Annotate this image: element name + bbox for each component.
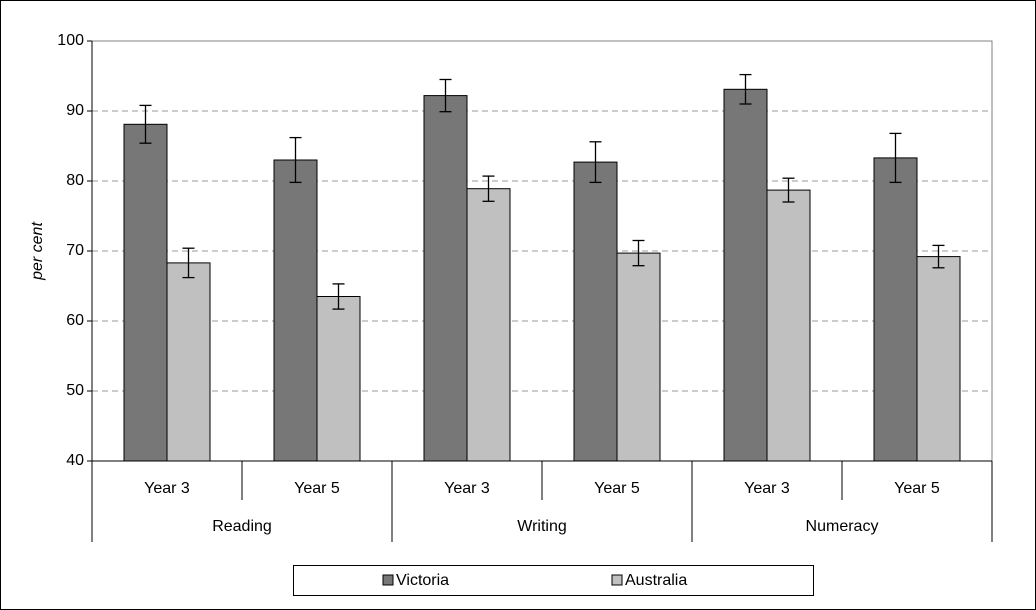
legend-swatch xyxy=(382,574,394,586)
bar xyxy=(573,161,618,462)
group-label: Reading xyxy=(212,518,272,535)
y-axis-label: per cent xyxy=(29,222,46,281)
legend-swatch xyxy=(611,574,623,586)
bar xyxy=(273,159,318,462)
x-tick-label: Year 3 xyxy=(144,480,190,497)
group-label: Numeracy xyxy=(806,518,879,535)
bar xyxy=(466,188,511,462)
error-bar xyxy=(889,132,902,184)
error-bar xyxy=(182,247,195,279)
bar xyxy=(316,296,361,462)
y-tick-label: 50 xyxy=(66,382,84,399)
bar xyxy=(916,256,961,462)
bar xyxy=(123,123,168,462)
y-tick-label: 100 xyxy=(57,32,84,49)
x-tick-label: Year 3 xyxy=(444,480,490,497)
error-bar xyxy=(332,283,345,310)
y-tick-label: 60 xyxy=(66,312,84,329)
x-tick-label: Year 5 xyxy=(594,480,640,497)
y-tick-label: 80 xyxy=(66,172,84,189)
bar xyxy=(723,88,768,462)
bar xyxy=(166,262,211,462)
bar xyxy=(766,189,811,462)
legend-label: Victoria xyxy=(396,572,449,589)
y-tick-label: 70 xyxy=(66,242,84,259)
error-bar xyxy=(289,136,302,184)
x-tick-label: Year 3 xyxy=(744,480,790,497)
error-bar xyxy=(439,78,452,113)
y-tick-label: 90 xyxy=(66,102,84,119)
bar xyxy=(423,95,468,462)
error-bar xyxy=(589,141,602,184)
bar xyxy=(873,157,918,462)
error-bar xyxy=(932,244,945,269)
error-bar xyxy=(739,73,752,105)
error-bar xyxy=(139,104,152,144)
x-tick-label: Year 5 xyxy=(894,480,940,497)
bar xyxy=(616,252,661,462)
error-bar xyxy=(782,177,795,203)
y-tick-label: 40 xyxy=(66,452,84,469)
legend xyxy=(293,565,814,596)
x-tick-label: Year 5 xyxy=(294,480,340,497)
legend-label: Australia xyxy=(625,572,687,589)
error-bar xyxy=(632,239,645,267)
group-label: Writing xyxy=(517,518,567,535)
error-bar xyxy=(482,175,495,202)
